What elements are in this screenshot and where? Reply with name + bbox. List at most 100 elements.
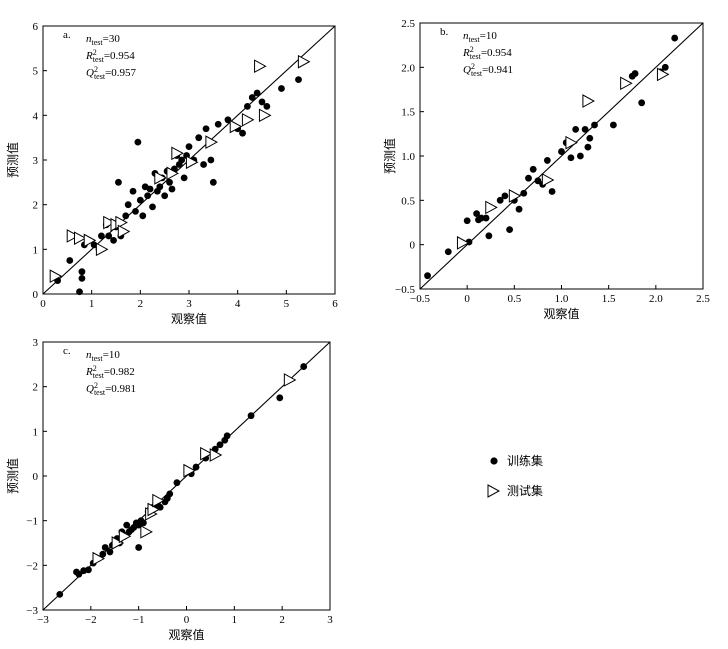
legend-train-marker [490, 457, 498, 465]
train-point [185, 143, 193, 151]
test-point [166, 166, 180, 181]
train-point [207, 156, 215, 164]
train-point [247, 412, 255, 420]
test-point [485, 200, 498, 215]
panel-label: b. [440, 26, 449, 38]
train-point [110, 237, 117, 244]
train-point [253, 89, 261, 97]
stat-n: ntest=30 [86, 33, 120, 47]
train-point [75, 570, 83, 578]
train-point [661, 63, 669, 71]
x-tick-label: 6 [332, 298, 338, 310]
y-tick-label: 4 [33, 110, 39, 122]
test-point [118, 529, 132, 544]
train-point [85, 566, 92, 574]
test-point [254, 59, 267, 74]
x-tick-label: −0.5 [410, 293, 430, 305]
train-point [78, 274, 86, 282]
train-point [581, 125, 589, 133]
train-point [258, 98, 266, 106]
train-point [300, 363, 308, 370]
test-point [66, 229, 80, 243]
train-point [586, 134, 594, 142]
test-point [541, 173, 555, 187]
train-point [156, 183, 164, 191]
test-point [92, 551, 106, 566]
train-point [496, 196, 504, 204]
train-point [276, 394, 284, 402]
stat-q2: Q2 test=0.941 [463, 62, 513, 78]
train-point [132, 207, 139, 215]
y-tick-label: 0 [410, 240, 416, 252]
train-point [244, 103, 251, 110]
test-point [185, 155, 199, 170]
x-tick-label: 3 [327, 614, 333, 626]
x-tick-label: 2.0 [649, 293, 663, 305]
y-tick-label: 1.5 [401, 107, 415, 119]
train-point [134, 138, 142, 146]
y-tick-label: 3 [33, 337, 39, 349]
train-point [223, 432, 231, 440]
train-point [214, 120, 222, 128]
legend-test-label: 测试集 [507, 483, 543, 498]
x-tick-label: −3 [37, 614, 49, 626]
train-point [529, 165, 537, 173]
test-point [582, 94, 595, 108]
stat-r2: R2 test=0.954 [85, 48, 135, 64]
train-point [168, 185, 176, 193]
train-point [139, 212, 147, 220]
y-tick-label: 5 [33, 66, 39, 78]
y-tick-label: 1.0 [401, 151, 415, 163]
train-point [180, 174, 188, 182]
train-point [525, 174, 532, 182]
test-point [74, 231, 87, 246]
train-point [106, 548, 114, 556]
train-point [166, 490, 174, 498]
y-axis-label: 预测值 [5, 142, 20, 178]
y-tick-label: −2 [26, 560, 38, 572]
train-point [105, 232, 113, 240]
y-tick-label: 0.5 [401, 195, 415, 207]
train-point [506, 226, 514, 233]
y-axis-label: 预测值 [5, 458, 20, 494]
y-tick-label: 2.0 [401, 62, 415, 74]
train-point [548, 188, 556, 195]
test-point [171, 146, 184, 161]
panel-label: a. [63, 29, 71, 41]
train-point [224, 116, 232, 124]
x-tick-label: 5 [284, 298, 290, 310]
panel-label: c. [63, 345, 71, 357]
y-tick-label: 1 [33, 426, 39, 438]
train-point [166, 178, 173, 186]
test-point [283, 373, 297, 387]
train-point [638, 99, 646, 107]
train-point [90, 241, 98, 249]
train-point [192, 463, 200, 471]
train-point [200, 161, 208, 168]
train-point [173, 479, 181, 487]
x-tick-label: 4 [235, 298, 241, 310]
train-point [56, 590, 64, 598]
train-point [239, 129, 246, 137]
train-point [572, 125, 580, 133]
train-point [278, 85, 285, 92]
x-tick-label: 0 [40, 298, 46, 310]
test-point [620, 76, 633, 91]
test-point [103, 215, 116, 230]
legend-train-label: 训练集 [507, 453, 543, 468]
test-point [229, 119, 243, 134]
test-point [456, 236, 470, 250]
train-point [671, 34, 679, 42]
x-tick-label: 1 [232, 614, 238, 626]
train-point [543, 157, 551, 164]
train-point [78, 268, 86, 276]
train-point [473, 210, 480, 218]
y-tick-label: 6 [33, 21, 39, 33]
x-tick-label: 0.5 [507, 293, 521, 305]
test-point [258, 108, 272, 123]
train-point [263, 103, 271, 110]
train-point [99, 550, 107, 558]
x-tick-label: 0 [464, 293, 470, 305]
train-point [424, 272, 431, 280]
x-axis-label: 观察值 [543, 306, 579, 321]
